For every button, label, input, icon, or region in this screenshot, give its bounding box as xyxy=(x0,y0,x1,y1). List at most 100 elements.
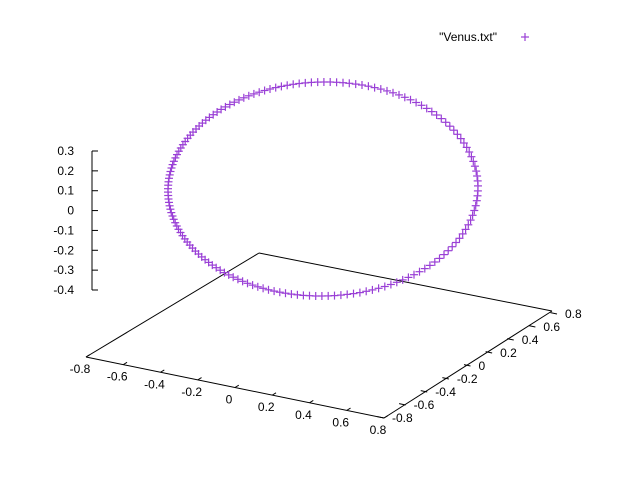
data-point xyxy=(468,211,477,220)
data-point xyxy=(400,93,409,102)
x-tick xyxy=(271,392,277,396)
y-tick xyxy=(463,364,471,367)
data-point xyxy=(168,160,177,169)
y-tick-label: -0.4 xyxy=(435,385,456,399)
data-point xyxy=(445,122,454,131)
z-tick-label: 0.3 xyxy=(57,144,74,158)
data-point xyxy=(345,79,354,88)
back-left-edge xyxy=(85,252,260,358)
y-tick-label: 0.2 xyxy=(500,346,517,360)
x-tick-label: -0.2 xyxy=(181,385,202,399)
x-tick-label: 0.8 xyxy=(370,423,387,437)
chart-ticks xyxy=(85,150,558,419)
data-point xyxy=(410,270,418,279)
data-point xyxy=(343,290,352,299)
data-point xyxy=(420,264,429,273)
data-point xyxy=(220,268,229,277)
y-tick xyxy=(507,338,514,341)
data-point xyxy=(464,220,473,229)
data-point xyxy=(230,98,239,107)
data-point xyxy=(281,289,290,298)
x-tick-label: -0.8 xyxy=(70,362,91,376)
data-point xyxy=(339,78,347,87)
data-point xyxy=(383,86,391,95)
legend-label: "Venus.txt" xyxy=(439,30,497,44)
data-point xyxy=(459,139,468,147)
x-tick xyxy=(197,377,202,381)
data-point xyxy=(453,130,462,139)
data-point xyxy=(249,89,258,98)
data-point xyxy=(239,93,248,102)
data-point xyxy=(221,102,230,111)
z-tick-label: -0.4 xyxy=(53,283,74,297)
z-tick-label: 0.1 xyxy=(57,184,74,198)
x-tick-label: -0.6 xyxy=(107,370,128,384)
z-tick-label: 0 xyxy=(67,204,74,218)
y-tick-label: 0.6 xyxy=(543,320,560,334)
data-point xyxy=(172,222,181,230)
data-point xyxy=(173,150,181,159)
data-point xyxy=(412,98,421,107)
data-point xyxy=(389,88,397,97)
y-tick xyxy=(550,312,558,315)
data-point xyxy=(415,267,424,276)
y-tick-label: 0.4 xyxy=(522,333,539,347)
data-point xyxy=(224,270,233,279)
back-right-edge xyxy=(258,252,553,312)
data-point xyxy=(469,157,478,166)
y-tick-label: -0.6 xyxy=(414,398,435,412)
legend-marker-symbol xyxy=(521,33,529,41)
data-point xyxy=(465,148,474,156)
y-axis-line xyxy=(383,310,553,419)
data-point xyxy=(287,290,296,299)
x-tick xyxy=(122,361,128,366)
data-point xyxy=(444,246,453,255)
data-point xyxy=(392,278,401,287)
data-point xyxy=(169,215,178,224)
chart-legend: "Venus.txt" xyxy=(439,30,529,44)
data-point xyxy=(358,81,366,89)
data-point xyxy=(165,170,174,179)
data-point xyxy=(368,285,377,294)
data-point xyxy=(168,212,177,220)
data-point xyxy=(440,250,448,259)
data-point xyxy=(458,229,467,238)
data-point xyxy=(398,275,407,284)
data-point xyxy=(362,287,371,296)
data-point xyxy=(406,95,415,104)
y-tick-label: -0.2 xyxy=(457,372,478,386)
y-tick xyxy=(442,377,449,380)
data-point xyxy=(275,288,284,297)
x-tick xyxy=(234,384,240,388)
legend-marker xyxy=(521,33,529,41)
x-tick-label: 0.4 xyxy=(295,408,312,422)
y-tick xyxy=(420,390,428,393)
data-point xyxy=(229,273,238,282)
data-point xyxy=(470,206,479,215)
chart-axes xyxy=(85,151,553,419)
data-point xyxy=(395,90,403,99)
z-tick-label: -0.2 xyxy=(53,243,74,257)
data-point xyxy=(171,153,180,162)
data-point xyxy=(225,100,234,109)
data-point xyxy=(233,275,242,284)
x-tick xyxy=(85,354,91,358)
data-point xyxy=(217,105,226,114)
data-point xyxy=(425,261,434,270)
data-point xyxy=(165,201,174,210)
data-point xyxy=(235,95,243,104)
data-point xyxy=(467,152,476,161)
data-point xyxy=(260,86,269,95)
data-point xyxy=(417,101,426,110)
x-tick xyxy=(160,369,165,373)
data-point xyxy=(264,285,273,294)
data-point xyxy=(166,167,175,176)
data-point xyxy=(277,82,286,91)
y-tick-label: -0.8 xyxy=(392,411,413,425)
data-point xyxy=(430,258,439,266)
data-point xyxy=(471,201,480,210)
data-point xyxy=(427,107,436,116)
data-point xyxy=(466,216,475,225)
z-tick-label: 0.2 xyxy=(57,164,74,178)
x-tick-label: 0 xyxy=(226,393,233,407)
